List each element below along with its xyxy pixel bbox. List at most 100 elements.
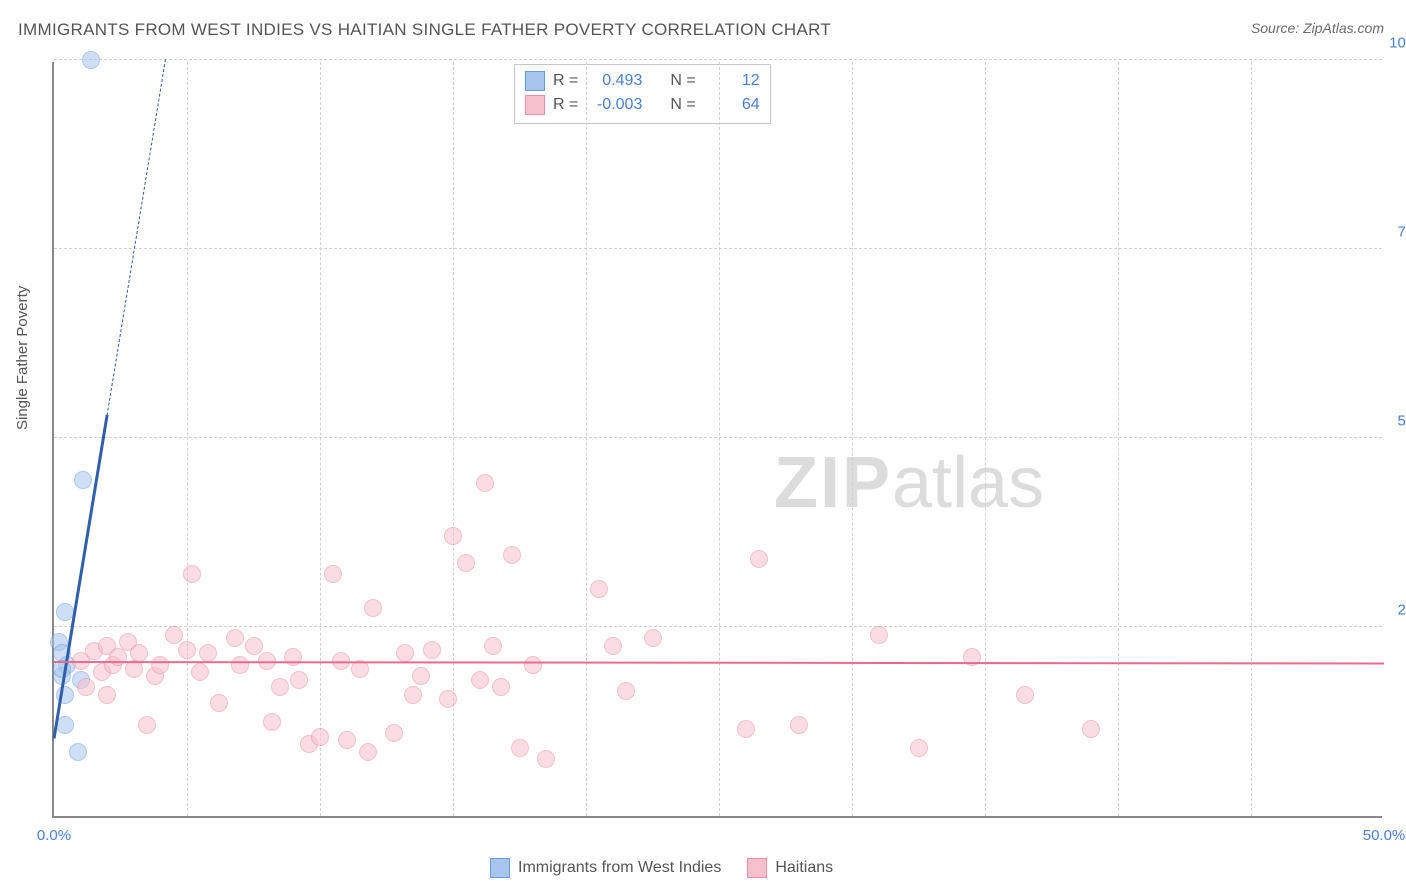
- bottom-legend: Immigrants from West Indies Haitians: [490, 858, 833, 878]
- scatter-point: [1082, 720, 1100, 738]
- scatter-point: [74, 471, 92, 489]
- legend-item-west-indies: Immigrants from West Indies: [490, 858, 721, 878]
- watermark-zip: ZIP: [774, 443, 892, 523]
- scatter-point: [226, 629, 244, 647]
- scatter-point: [290, 671, 308, 689]
- gridline-horizontal: [54, 59, 1382, 60]
- scatter-point: [524, 656, 542, 674]
- scatter-point: [245, 637, 263, 655]
- correlation-stats-box: R = 0.493 N = 12 R = -0.003 N = 64: [514, 64, 771, 124]
- scatter-point: [77, 678, 95, 696]
- scatter-point: [109, 648, 127, 666]
- chart-title: IMMIGRANTS FROM WEST INDIES VS HAITIAN S…: [18, 20, 831, 40]
- x-tick-label: 0.0%: [37, 827, 71, 844]
- legend-label-west-indies: Immigrants from West Indies: [518, 859, 721, 877]
- scatter-point: [263, 713, 281, 731]
- scatter-point: [338, 731, 356, 749]
- y-tick-label: 25.0%: [1397, 602, 1406, 619]
- scatter-point: [492, 678, 510, 696]
- x-tick-label: 50.0%: [1363, 827, 1406, 844]
- plot-area: ZIPatlas R =0.493N =12R =-0.003N =64 25.…: [52, 62, 1382, 818]
- scatter-point: [385, 724, 403, 742]
- source-credit: Source: ZipAtlas.com: [1251, 20, 1384, 36]
- stat-r-label: R =: [553, 69, 578, 93]
- scatter-point: [471, 671, 489, 689]
- scatter-point: [590, 580, 608, 598]
- scatter-point: [69, 743, 87, 761]
- legend-item-haitians: Haitians: [747, 858, 833, 878]
- scatter-point: [404, 686, 422, 704]
- gridline-vertical: [320, 62, 321, 816]
- scatter-point: [178, 641, 196, 659]
- gridline-vertical: [719, 62, 720, 816]
- scatter-point: [56, 603, 74, 621]
- y-tick-label: 50.0%: [1397, 413, 1406, 430]
- stats-swatch: [525, 71, 545, 91]
- scatter-point: [439, 690, 457, 708]
- scatter-point: [412, 667, 430, 685]
- scatter-point: [503, 546, 521, 564]
- stat-n-value: 12: [704, 69, 760, 93]
- scatter-point: [484, 637, 502, 655]
- gridline-vertical: [586, 62, 587, 816]
- scatter-point: [199, 644, 217, 662]
- gridline-vertical: [187, 62, 188, 816]
- scatter-point: [311, 728, 329, 746]
- scatter-point: [231, 656, 249, 674]
- scatter-point: [210, 694, 228, 712]
- scatter-point: [644, 629, 662, 647]
- trend-line: [107, 59, 167, 416]
- scatter-point: [537, 750, 555, 768]
- scatter-point: [910, 739, 928, 757]
- scatter-point: [183, 565, 201, 583]
- scatter-point: [457, 554, 475, 572]
- scatter-point: [359, 743, 377, 761]
- stats-row: R = 0.493 N = 12: [525, 69, 760, 93]
- stats-swatch: [525, 95, 545, 115]
- gridline-vertical: [852, 62, 853, 816]
- watermark-atlas: atlas: [892, 443, 1044, 523]
- gridline-vertical: [985, 62, 986, 816]
- scatter-point: [1016, 686, 1034, 704]
- y-axis-label: Single Father Poverty: [14, 286, 31, 430]
- gridline-horizontal: [54, 437, 1382, 438]
- scatter-point: [737, 720, 755, 738]
- scatter-point: [604, 637, 622, 655]
- scatter-point: [191, 663, 209, 681]
- legend-swatch-blue: [490, 858, 510, 878]
- scatter-point: [423, 641, 441, 659]
- scatter-point: [364, 599, 382, 617]
- scatter-point: [476, 474, 494, 492]
- stat-r-value: -0.003: [586, 93, 642, 117]
- gridline-vertical: [1251, 62, 1252, 816]
- scatter-point: [271, 678, 289, 696]
- scatter-point: [790, 716, 808, 734]
- scatter-point: [284, 648, 302, 666]
- scatter-point: [617, 682, 635, 700]
- y-tick-label: 100.0%: [1389, 35, 1406, 52]
- scatter-point: [165, 626, 183, 644]
- stat-n-value: 64: [704, 93, 760, 117]
- gridline-horizontal: [54, 248, 1382, 249]
- gridline-vertical: [1118, 62, 1119, 816]
- scatter-point: [750, 550, 768, 568]
- stat-r-label: R =: [553, 93, 578, 117]
- stat-n-label: N =: [670, 69, 695, 93]
- scatter-point: [511, 739, 529, 757]
- scatter-point: [98, 686, 116, 704]
- scatter-point: [151, 656, 169, 674]
- scatter-point: [870, 626, 888, 644]
- legend-label-haitians: Haitians: [775, 859, 833, 877]
- scatter-point: [396, 644, 414, 662]
- watermark: ZIPatlas: [774, 442, 1044, 524]
- scatter-point: [444, 527, 462, 545]
- scatter-point: [82, 51, 100, 69]
- scatter-point: [324, 565, 342, 583]
- gridline-horizontal: [54, 626, 1382, 627]
- stat-n-label: N =: [670, 93, 695, 117]
- scatter-point: [130, 644, 148, 662]
- scatter-point: [138, 716, 156, 734]
- stats-row: R = -0.003 N = 64: [525, 93, 760, 117]
- y-tick-label: 75.0%: [1397, 224, 1406, 241]
- stat-r-value: 0.493: [586, 69, 642, 93]
